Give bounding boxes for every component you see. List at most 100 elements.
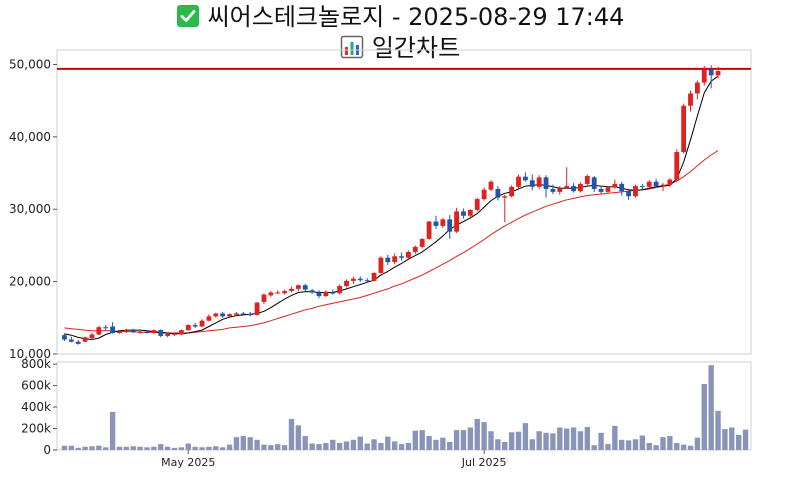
volume-bar	[378, 443, 384, 450]
volume-bar	[722, 429, 728, 450]
volume-bar	[550, 433, 556, 450]
candle-body	[529, 180, 535, 187]
candle-body	[213, 313, 219, 317]
volume-bar	[371, 439, 377, 450]
candle	[117, 330, 122, 334]
candle	[199, 319, 205, 328]
volume-bar	[419, 430, 425, 450]
volume-bar	[680, 444, 687, 450]
candle	[502, 194, 508, 223]
volume-bar	[295, 425, 302, 450]
candle-body	[433, 221, 439, 226]
volume-bar	[522, 423, 529, 450]
candle-body	[385, 257, 391, 263]
candle-body	[481, 189, 487, 200]
candle-body	[406, 251, 411, 258]
candle	[646, 180, 652, 189]
candle-body	[509, 186, 515, 197]
candle-body	[282, 291, 288, 294]
candle	[529, 174, 535, 191]
candle	[282, 289, 288, 295]
volume-bar	[226, 444, 233, 450]
volume-bar	[715, 410, 721, 450]
candle	[653, 178, 659, 188]
candle	[495, 186, 501, 201]
candle	[626, 188, 632, 200]
candle	[715, 66, 721, 79]
volume-bar	[385, 436, 391, 450]
candle	[467, 209, 473, 218]
price-y-tick-label: 40,000	[9, 130, 51, 144]
candle	[578, 182, 583, 193]
candle	[206, 314, 212, 322]
volume-bar	[605, 444, 611, 450]
candle-body	[564, 186, 570, 189]
volume-bar	[619, 439, 625, 450]
candle-body	[440, 219, 446, 226]
candle-body	[261, 294, 267, 302]
candle	[364, 278, 370, 283]
volume-bar	[474, 418, 480, 450]
candle	[68, 336, 74, 343]
volume-bar	[433, 439, 439, 450]
candle	[172, 332, 177, 336]
volume-bar	[742, 429, 749, 450]
candle-body	[316, 292, 322, 297]
volume-bar	[199, 447, 205, 450]
volume-bar	[75, 447, 81, 450]
candle	[591, 175, 597, 192]
price-plot-area	[57, 65, 751, 345]
candle-body	[227, 314, 232, 317]
volume-bar	[116, 446, 123, 450]
candle	[62, 333, 67, 341]
candle	[103, 325, 109, 331]
volume-bar	[364, 443, 370, 450]
candle-body	[681, 105, 687, 153]
volume-panel: 0 200k 400k 600k 800k May 2025 Jul 2025	[21, 357, 752, 469]
candle	[543, 175, 549, 198]
candle-body	[344, 280, 349, 286]
volume-bar	[330, 439, 336, 450]
volume-bar	[391, 441, 398, 450]
candle-body	[633, 186, 638, 197]
volume-bar	[164, 446, 171, 450]
candle-body	[364, 280, 370, 282]
volume-bar	[529, 439, 535, 450]
candle-body	[550, 188, 556, 192]
candle-body	[350, 278, 356, 281]
candle-body	[165, 333, 171, 336]
candle-body	[694, 82, 700, 94]
volume-bar	[543, 432, 549, 450]
volume-bar	[109, 411, 116, 450]
candle-body	[516, 176, 521, 187]
candle-body	[605, 187, 611, 192]
candle	[344, 279, 349, 288]
candle-body	[137, 331, 143, 334]
candle	[309, 288, 315, 294]
price-y-tick-label: 30,000	[9, 202, 51, 216]
candle-body	[447, 219, 453, 232]
volume-bar	[536, 431, 542, 450]
candle	[261, 293, 267, 305]
candle	[564, 167, 570, 189]
volume-plot-frame	[56, 361, 752, 451]
candle	[419, 238, 425, 249]
candle-body	[667, 179, 673, 185]
candle	[213, 312, 219, 318]
candle-body	[584, 175, 590, 184]
candle-body	[454, 211, 460, 232]
volume-bar	[426, 436, 432, 450]
candle-body	[571, 186, 576, 192]
price-plot-frame	[56, 49, 752, 355]
candle	[536, 175, 542, 189]
volume-bar	[674, 443, 680, 450]
candle	[234, 312, 239, 317]
volume-bar	[130, 446, 136, 450]
candle	[240, 312, 246, 316]
volume-bar	[708, 365, 714, 450]
candle-body	[399, 256, 404, 258]
candle	[481, 187, 487, 201]
candle	[295, 284, 301, 292]
candle-body	[178, 330, 184, 335]
candle-body	[653, 181, 659, 187]
